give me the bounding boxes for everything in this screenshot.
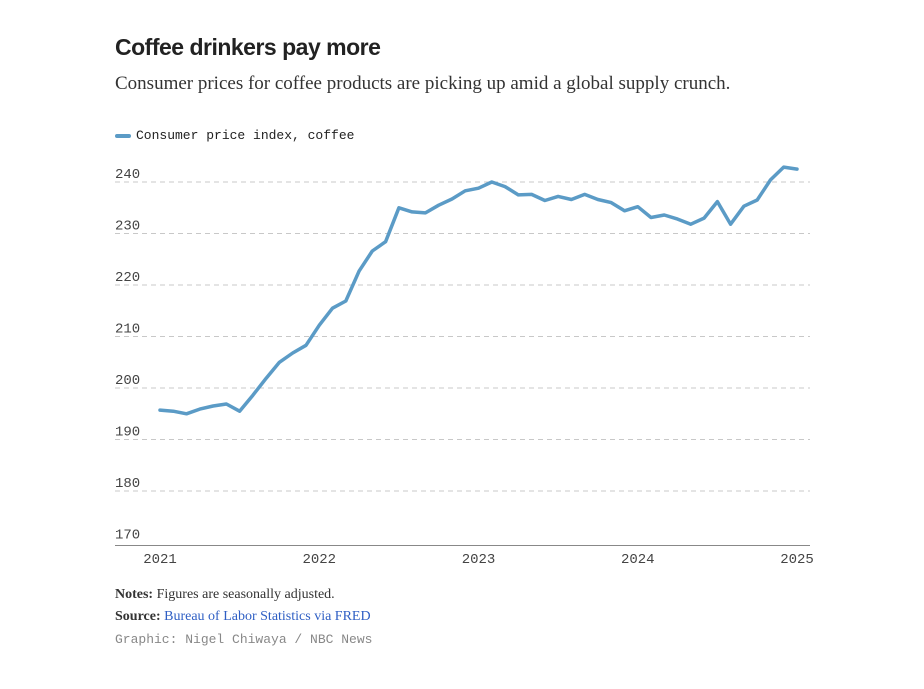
series-line [158, 165, 799, 416]
notes: Notes: Figures are seasonally adjusted. [115, 587, 335, 603]
x-tick-label: 2024 [621, 552, 655, 568]
legend: Consumer price index, coffee [115, 128, 354, 143]
x-tick-label: 2023 [462, 552, 496, 568]
x-tick-label: 2022 [302, 552, 336, 568]
y-tick-label: 240 [115, 167, 140, 183]
x-tick-label: 2021 [143, 552, 177, 568]
credit: Graphic: Nigel Chiwaya / NBC News [115, 632, 373, 647]
source-label: Source: [115, 609, 161, 624]
y-tick-label: 230 [115, 219, 140, 235]
y-tick-label: 220 [115, 270, 140, 286]
notes-label: Notes: [115, 587, 154, 602]
chart-title: Coffee drinkers pay more [115, 34, 381, 60]
notes-text: Figures are seasonally adjusted. [153, 587, 335, 602]
legend-swatch [115, 133, 131, 138]
source-link[interactable]: Bureau of Labor Statistics via FRED [164, 609, 371, 624]
y-tick-label: 180 [115, 476, 140, 492]
y-tick-label: 210 [115, 322, 140, 338]
legend-label: Consumer price index, coffee [136, 128, 355, 143]
x-tick-label: 2025 [780, 552, 814, 568]
chart-subtitle: Consumer prices for coffee products are … [115, 73, 731, 94]
y-tick-label: 200 [115, 373, 140, 389]
source: Source: Bureau of Labor Statistics via F… [115, 609, 371, 625]
y-tick-label: 190 [115, 425, 140, 441]
y-tick-label: 170 [115, 528, 140, 544]
line-chart: 170 180 190 200 210 220 230 240 2021 2022 2023 2024… [115, 165, 814, 568]
